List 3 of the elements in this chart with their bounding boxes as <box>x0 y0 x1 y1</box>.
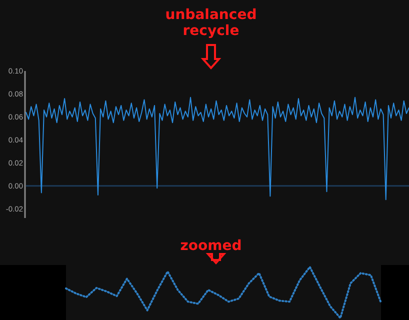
text: zoomed <box>180 238 242 254</box>
line-series <box>26 96 409 200</box>
text: unbalanced recycle <box>165 7 257 39</box>
